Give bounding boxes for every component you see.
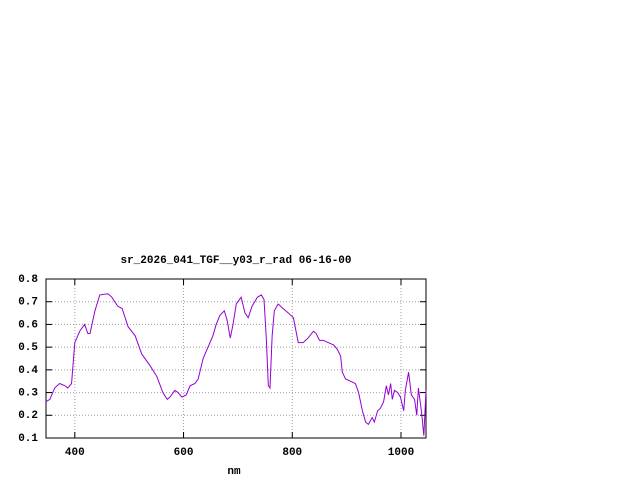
- y-tick-label: 0.2: [18, 410, 38, 422]
- data-line: [45, 293, 427, 436]
- y-tick-label: 0.5: [18, 342, 38, 354]
- y-tick-label: 0.8: [18, 274, 38, 286]
- chart-title: sr_2026_041_TGF__y03_r_rad 06-16-00: [120, 255, 351, 267]
- y-tick-label: 0.1: [18, 433, 38, 445]
- x-tick-label: 600: [174, 447, 194, 459]
- x-tick-label: 400: [65, 447, 85, 459]
- x-axis-label: nm: [227, 466, 241, 478]
- y-tick-label: 0.6: [18, 319, 38, 331]
- y-tick-label: 0.4: [18, 365, 38, 377]
- x-tick-label: 800: [282, 447, 302, 459]
- y-tick-label: 0.3: [18, 387, 38, 399]
- x-tick-label: 1000: [388, 447, 414, 459]
- plot-border: [45, 278, 427, 439]
- y-tick-label: 0.7: [18, 297, 38, 309]
